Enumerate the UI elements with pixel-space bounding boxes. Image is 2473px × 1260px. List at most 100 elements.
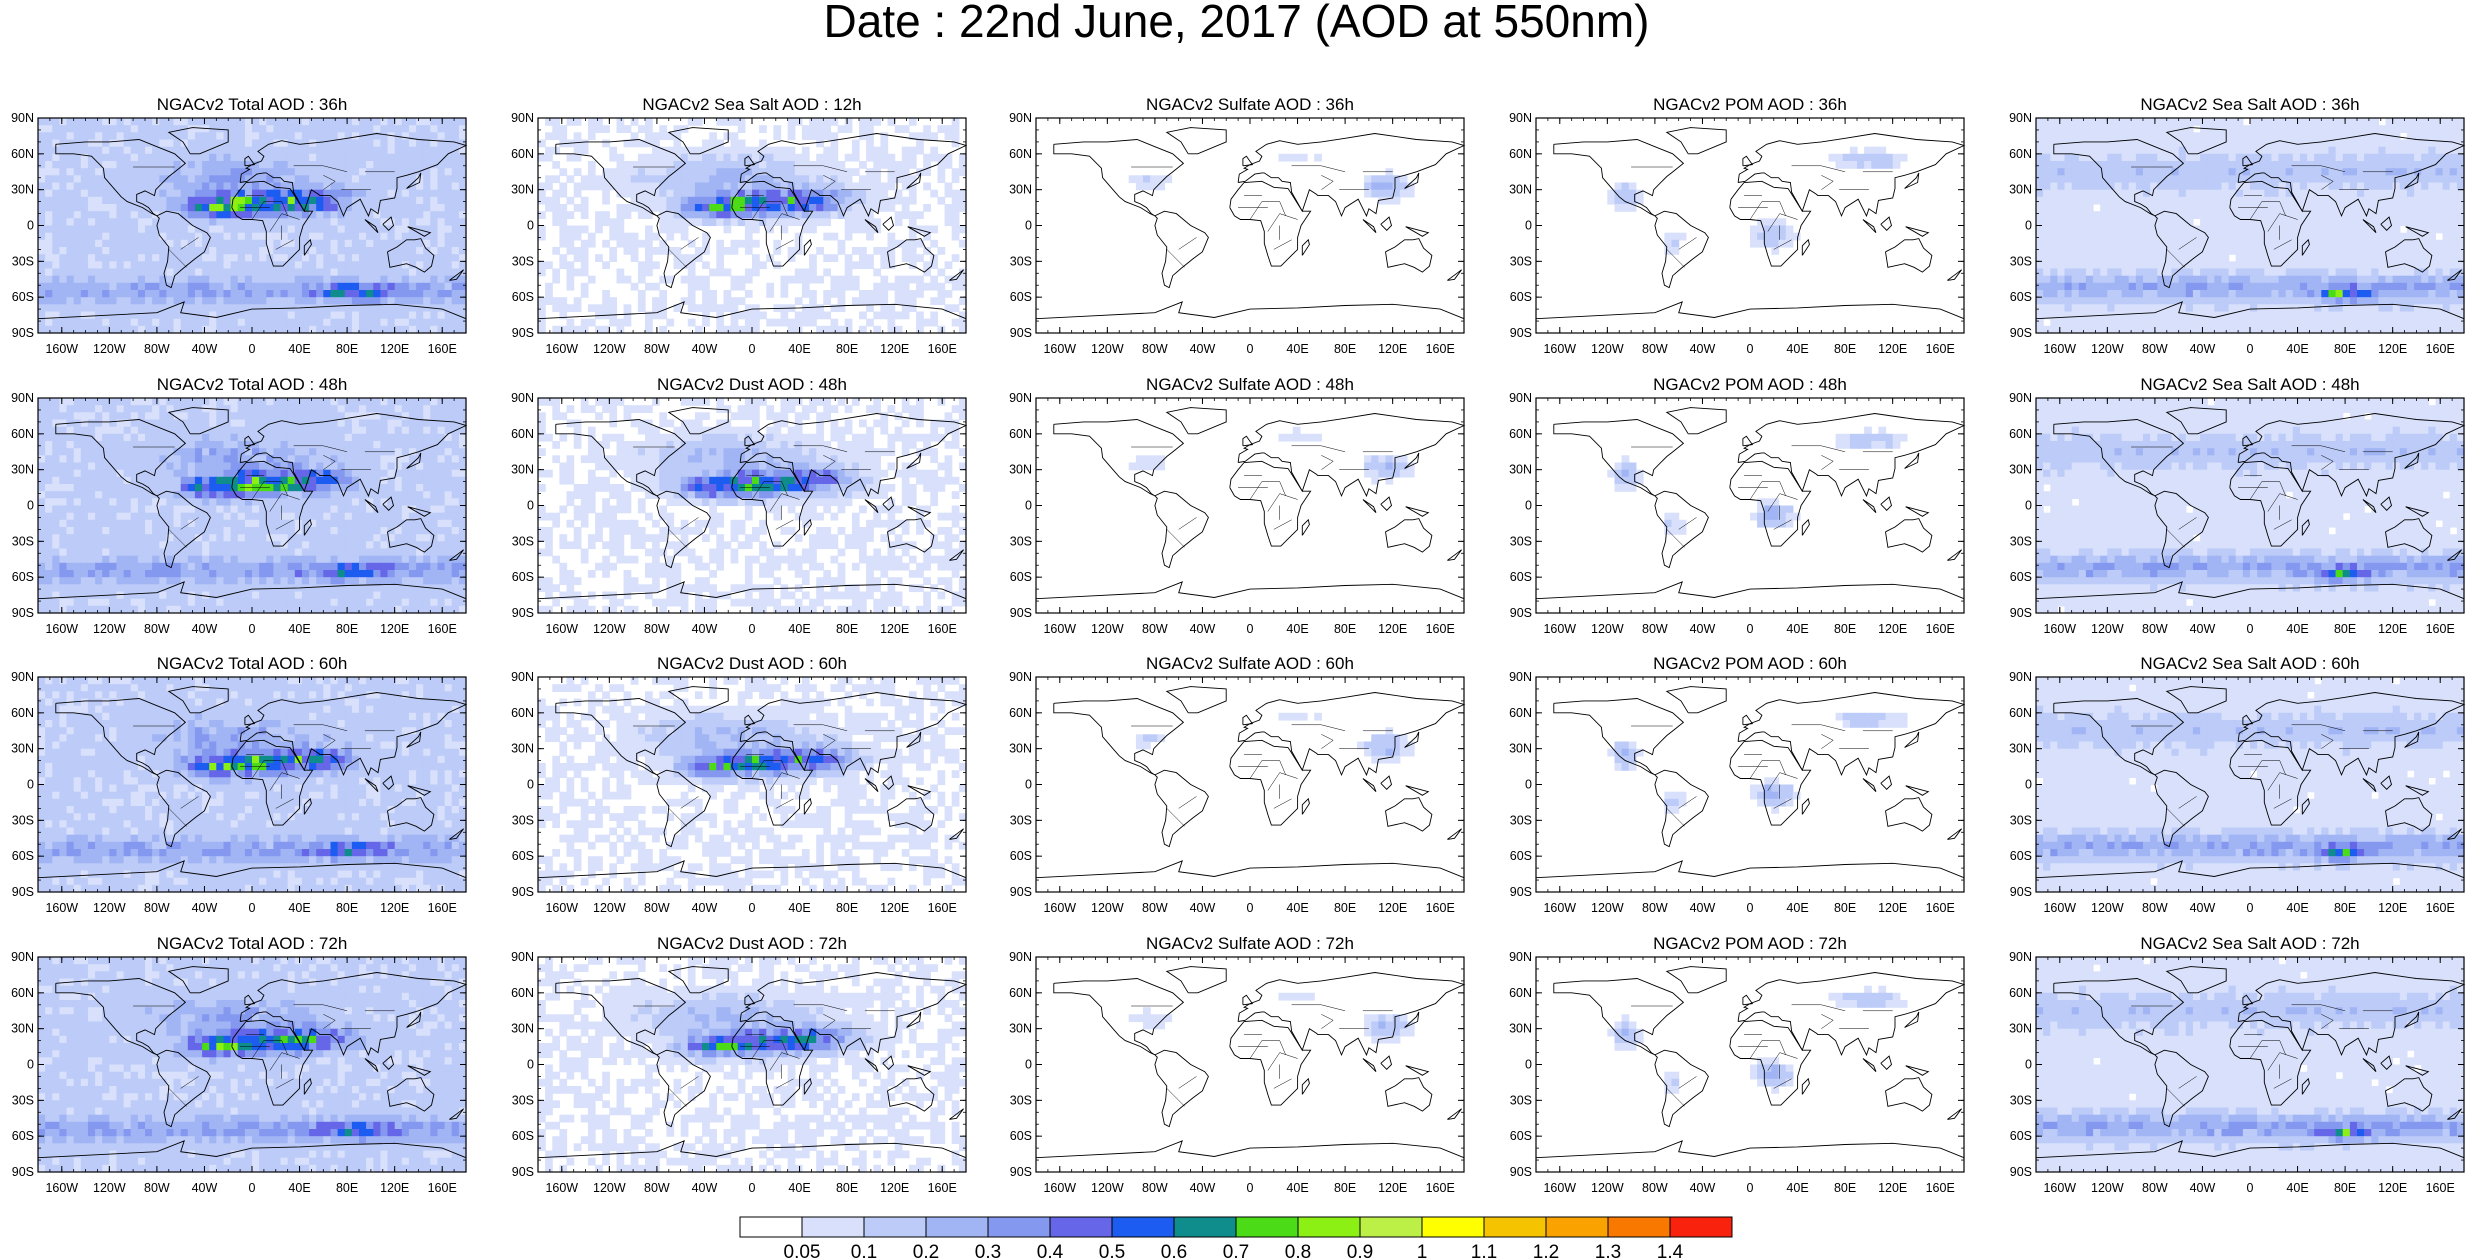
lat-tick-label: 60N	[1509, 427, 1532, 441]
map-panel: NGACv2 Sulfate AOD : 48h 90N 60N 30N 0 30S 60S…	[1009, 375, 1466, 636]
lat-tick-label: 0	[1525, 778, 1532, 792]
colorbar-label: 0.8	[1285, 1242, 1311, 1260]
lat-tick-label: 60N	[1509, 986, 1532, 1000]
panel-title: NGACv2 Sulfate AOD : 72h	[1146, 934, 1354, 953]
lon-tick-label: 120W	[93, 342, 126, 356]
lat-tick-label: 60S	[1510, 290, 1532, 304]
lon-tick-label: 160E	[1426, 622, 1455, 636]
lat-tick-label: 60S	[2010, 570, 2032, 584]
lon-tick-label: 80W	[2142, 622, 2168, 636]
lat-tick-label: 90S	[512, 606, 534, 620]
lat-tick-label: 30N	[1509, 463, 1532, 477]
lat-tick-label: 90S	[12, 606, 34, 620]
lat-tick-label: 0	[1525, 1058, 1532, 1072]
lat-tick-label: 60S	[2010, 1129, 2032, 1143]
panel-title: NGACv2 Sulfate AOD : 48h	[1146, 375, 1354, 394]
lat-tick-label: 60N	[11, 427, 34, 441]
colorbar-label: 0.05	[784, 1242, 821, 1260]
lon-tick-label: 80E	[336, 342, 358, 356]
lat-tick-label: 60N	[11, 706, 34, 720]
lon-tick-label: 120E	[1878, 342, 1907, 356]
lat-tick-label: 0	[27, 778, 34, 792]
lat-tick-label: 60S	[12, 290, 34, 304]
lon-tick-label: 120E	[380, 1181, 409, 1195]
lon-tick-label: 120E	[1378, 622, 1407, 636]
lon-tick-label: 120E	[2378, 342, 2407, 356]
lat-tick-label: 30S	[2010, 813, 2032, 827]
lat-tick-label: 90N	[1009, 670, 1032, 684]
lat-tick-label: 60N	[511, 706, 534, 720]
coastlines	[1035, 966, 1466, 1159]
colorbar-swatch	[1235, 1216, 1299, 1238]
lat-tick-label: 90N	[1009, 950, 1032, 964]
lat-tick-label: 90N	[11, 391, 34, 405]
map-panel: NGACv2 POM AOD : 72h 90N 60N 30N 0 30S 60S 90S 1…	[1509, 934, 1966, 1195]
lon-tick-label: 160E	[1926, 342, 1955, 356]
lat-tick-label: 90N	[2009, 111, 2032, 125]
lon-tick-label: 120W	[1591, 622, 1624, 636]
coastlines	[1035, 127, 1466, 320]
figure-title: Date : 22nd June, 2017 (AOD at 550nm)	[0, 0, 2473, 48]
lon-tick-label: 40W	[2190, 622, 2216, 636]
panel-title: NGACv2 Sea Salt AOD : 36h	[2140, 95, 2359, 114]
lon-tick-label: 80W	[644, 342, 670, 356]
lon-tick-label: 120E	[880, 901, 909, 915]
lon-tick-label: 80E	[2334, 1181, 2356, 1195]
lat-tick-label: 60N	[511, 986, 534, 1000]
lat-tick-label: 60S	[1010, 849, 1032, 863]
lon-tick-label: 80W	[1142, 342, 1168, 356]
lat-tick-label: 30S	[12, 813, 34, 827]
lon-tick-label: 80W	[1642, 622, 1668, 636]
coastlines	[2035, 127, 2466, 320]
lon-tick-label: 120W	[593, 622, 626, 636]
lat-tick-label: 30N	[1009, 742, 1032, 756]
map-panel: NGACv2 Total AOD : 60h 90N 60N 30N 0 30S 60S 90…	[11, 654, 468, 915]
lat-tick-label: 30N	[1009, 183, 1032, 197]
country-borders	[1631, 1004, 1893, 1107]
lat-tick-label: 0	[527, 778, 534, 792]
country-borders	[133, 724, 395, 827]
lon-tick-label: 80W	[1642, 1181, 1668, 1195]
lon-tick-label: 120E	[380, 622, 409, 636]
aod-field	[38, 677, 467, 893]
panel-title: NGACv2 POM AOD : 36h	[1653, 95, 1847, 114]
lat-tick-label: 60S	[512, 570, 534, 584]
lon-tick-label: 80E	[836, 622, 858, 636]
lon-tick-label: 160W	[2043, 901, 2076, 915]
lon-tick-label: 80E	[1334, 1181, 1356, 1195]
lon-tick-label: 120W	[1591, 342, 1624, 356]
lon-tick-label: 40W	[1690, 1181, 1716, 1195]
lon-tick-label: 40E	[2286, 622, 2308, 636]
lon-tick-label: 120W	[593, 901, 626, 915]
lat-tick-label: 90S	[12, 326, 34, 340]
lon-tick-label: 80E	[2334, 342, 2356, 356]
map-panel: NGACv2 Total AOD : 48h 90N 60N 30N 0 30S 60S 90…	[11, 375, 468, 636]
lat-tick-label: 60S	[1510, 1129, 1532, 1143]
lat-tick-label: 30N	[1509, 183, 1532, 197]
lat-tick-label: 90S	[1010, 326, 1032, 340]
lon-tick-label: 120E	[2378, 901, 2407, 915]
country-borders	[133, 165, 395, 268]
lon-tick-label: 0	[1747, 901, 1754, 915]
lon-tick-label: 120W	[93, 901, 126, 915]
lon-tick-label: 160E	[928, 622, 957, 636]
lat-tick-label: 60N	[511, 427, 534, 441]
lat-tick-label: 60N	[1509, 706, 1532, 720]
lat-tick-label: 90S	[1510, 326, 1532, 340]
lat-tick-label: 60S	[12, 849, 34, 863]
lat-tick-label: 90N	[1009, 111, 1032, 125]
lon-tick-label: 120W	[93, 622, 126, 636]
panel-title: NGACv2 Dust AOD : 72h	[657, 934, 847, 953]
lat-tick-label: 90S	[2010, 885, 2032, 899]
lat-tick-label: 90S	[512, 326, 534, 340]
lon-tick-label: 160E	[1426, 1181, 1455, 1195]
aod-field	[38, 398, 467, 614]
lon-tick-label: 120E	[880, 342, 909, 356]
country-borders	[1131, 724, 1393, 827]
lat-tick-label: 0	[1025, 1058, 1032, 1072]
lon-tick-label: 0	[749, 622, 756, 636]
lon-tick-label: 120E	[1378, 901, 1407, 915]
map-panel: NGACv2 Sea Salt AOD : 60h 90N 60N 30N 0 30S 60…	[2009, 654, 2466, 915]
lon-tick-label: 160W	[2043, 1181, 2076, 1195]
colorbar-swatch	[1545, 1216, 1609, 1238]
